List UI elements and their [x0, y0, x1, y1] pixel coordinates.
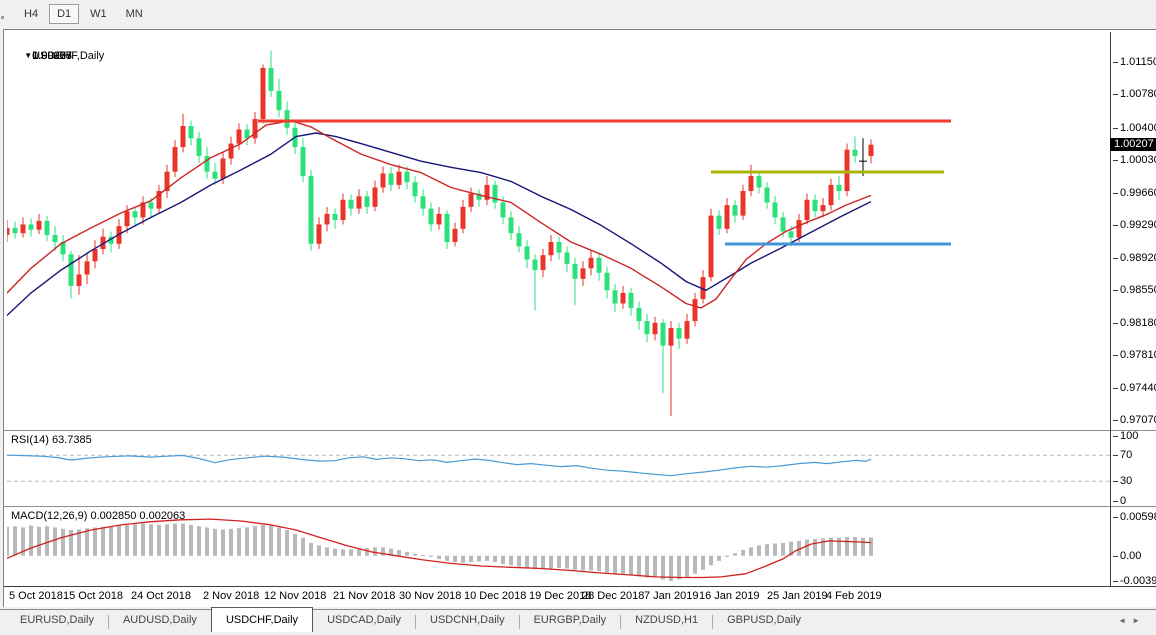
timeframe-button-h4[interactable]: H4: [24, 8, 39, 20]
timeframe-button-w1[interactable]: W1: [90, 8, 107, 20]
toolbar-grip: [1, 16, 4, 19]
price-axis-label: 1.00780: [1113, 88, 1156, 100]
time-axis-label: 30 Nov 2018: [399, 590, 462, 602]
macd-axis-label: -0.003954: [1113, 575, 1156, 587]
chart-tab-audusd[interactable]: AUDUSD,Daily: [122, 614, 197, 626]
tab-scroll-arrows: ◄►: [1118, 616, 1146, 625]
macd-axis-label: 0.00: [1113, 550, 1141, 562]
price-axis-label: 0.98180: [1113, 317, 1156, 329]
rsi-label: RSI(14) 63.7385: [11, 434, 92, 446]
time-axis-label: 10 Dec 2018: [464, 590, 527, 602]
timeframe-button-d1[interactable]: D1: [49, 4, 80, 24]
price-axis-label: 1.00400: [1113, 122, 1156, 134]
price-axis-label: 0.99290: [1113, 219, 1156, 231]
ohlc-high: 1.00268: [32, 50, 72, 62]
time-axis-label: 21 Nov 2018: [333, 590, 396, 602]
tab-separator: [415, 615, 417, 629]
time-axis-label: 19 Dec 2018: [529, 590, 592, 602]
symbol-dropdown-icon[interactable]: ▼: [24, 51, 33, 60]
rsi-axis-label: 100: [1113, 430, 1138, 442]
current-price-tag: 1.00207: [1110, 138, 1156, 151]
price-axis-label: 0.99660: [1113, 187, 1156, 199]
time-axis-label: 4 Feb 2019: [826, 590, 882, 602]
panel-splitter[interactable]: [4, 430, 1156, 431]
timeframe-buttons: H4 D1 W1 MN: [16, 2, 154, 26]
chart-tab-usdcad[interactable]: USDCAD,Daily: [327, 614, 402, 626]
timeframe-toolbar: H4 D1 W1 MN: [0, 0, 1156, 28]
chart-tab-eurusd[interactable]: EURUSD,Daily: [20, 614, 94, 626]
time-axis-line: [4, 586, 1156, 587]
tab-separator: [712, 615, 714, 629]
time-axis-label: 12 Nov 2018: [264, 590, 327, 602]
chart-tab-nzdusd[interactable]: NZDUSD,H1: [635, 614, 699, 626]
chart-tab-usdcnh[interactable]: USDCNH,Daily: [430, 614, 505, 626]
rsi-axis-label: 0: [1113, 495, 1126, 507]
time-axis-label: 7 Jan 2019: [644, 590, 699, 602]
time-axis-label: 16 Jan 2019: [699, 590, 760, 602]
time-axis-label: 28 Dec 2018: [582, 590, 645, 602]
price-axis-label: 1.01150: [1113, 56, 1156, 68]
chart-tab-usdchf[interactable]: USDCHF,Daily: [210, 607, 314, 632]
time-axis-label: 15 Oct 2018: [63, 590, 123, 602]
chart-tab-bar: EURUSD,Daily AUDUSD,Daily USDCHF,Daily USDC…: [0, 607, 1156, 635]
rsi-chart-canvas[interactable]: [7, 432, 1110, 506]
price-chart-canvas[interactable]: [7, 32, 1110, 430]
tab-scroll-right-icon[interactable]: ►: [1132, 616, 1146, 625]
tab-scroll-left-icon[interactable]: ◄: [1118, 616, 1133, 625]
chart-title: ▼ USDCHF,Daily 1.00077 1.00268 0.99995 1…: [12, 38, 104, 74]
tab-separator: [107, 615, 109, 629]
price-axis-label: 0.97440: [1113, 382, 1156, 394]
price-axis-line: [1110, 32, 1111, 586]
time-axis-label: 2 Nov 2018: [203, 590, 260, 602]
panel-splitter[interactable]: [4, 506, 1156, 507]
macd-axis-label: 0.005985: [1113, 511, 1156, 523]
tab-separator: [518, 615, 520, 629]
macd-chart-canvas[interactable]: [7, 508, 1110, 586]
chart-tab-eurgbp[interactable]: EURGBP,Daily: [533, 614, 607, 626]
timeframe-button-mn[interactable]: MN: [125, 8, 143, 20]
price-axis-label: 0.97810: [1113, 349, 1156, 361]
ohlc-close: 1.00207: [32, 50, 72, 62]
price-axis-label: 0.97070: [1113, 414, 1156, 426]
chart-tab-gbpusd[interactable]: GBPUSD,Daily: [727, 614, 802, 626]
chart-symbol-label: USDCHF,Daily: [32, 50, 105, 62]
price-axis-label: 1.00030: [1113, 154, 1156, 166]
time-axis-label: 25 Jan 2019: [767, 590, 828, 602]
chart-window: ▼ USDCHF,Daily 1.00077 1.00268 0.99995 1…: [3, 29, 1156, 608]
time-axis-label: 24 Oct 2018: [131, 590, 191, 602]
tab-separator: [620, 615, 622, 629]
ohlc-low: 0.99995: [32, 50, 72, 62]
time-axis-label: 5 Oct 2018: [9, 590, 63, 602]
rsi-axis-label: 70: [1113, 449, 1132, 461]
macd-label: MACD(12,26,9) 0.002850 0.002063: [11, 510, 186, 522]
price-axis-label: 0.98920: [1113, 252, 1156, 264]
ohlc-open: 1.00077: [32, 50, 72, 62]
price-axis-label: 0.98550: [1113, 284, 1156, 296]
rsi-axis-label: 30: [1113, 475, 1132, 487]
